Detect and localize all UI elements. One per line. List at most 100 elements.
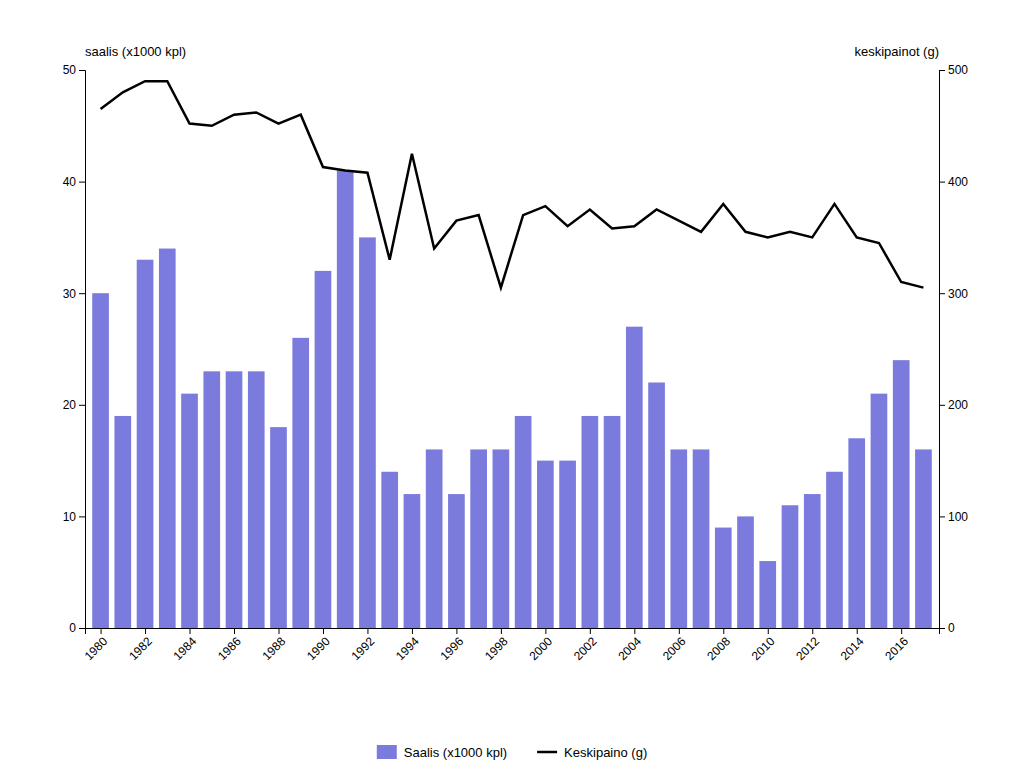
tick-label: 30 (63, 287, 77, 301)
tick-mark (590, 628, 591, 634)
tick: 400 (939, 175, 968, 189)
y-axis-title: saalis (x1000 kpl) (85, 44, 186, 59)
tick-label: 10 (63, 510, 77, 524)
tick: 0 (69, 621, 85, 635)
tick: 2016 (882, 628, 911, 663)
bar (404, 494, 421, 628)
legend-label: Keskipaino (g) (564, 745, 647, 760)
tick: 20 (63, 398, 85, 412)
tick-label: 400 (948, 175, 968, 189)
tick-label: 500 (948, 63, 968, 77)
tick-label: 1996 (437, 634, 466, 663)
bar (826, 472, 843, 628)
bar (581, 416, 598, 628)
bar (493, 449, 510, 628)
bar (693, 449, 710, 628)
tick: 1984 (171, 628, 200, 663)
bar-series (92, 170, 932, 628)
tick-mark (939, 182, 945, 183)
bar (137, 260, 154, 628)
tick-mark (79, 628, 85, 629)
tick-label: 0 (948, 621, 955, 635)
bar (159, 249, 176, 628)
tick-label: 2016 (882, 634, 911, 663)
tick-label: 200 (948, 398, 968, 412)
bar (804, 494, 821, 628)
tick-mark (545, 628, 546, 634)
tick-mark (939, 628, 945, 629)
tick-label: 2012 (793, 634, 822, 663)
tick-mark (79, 405, 85, 406)
bar (337, 170, 354, 628)
bar (670, 449, 687, 628)
tick-label: 2006 (660, 634, 689, 663)
tick-label: 1990 (304, 634, 333, 663)
tick-mark (634, 628, 635, 634)
marks (92, 81, 932, 628)
tick-label: 2014 (838, 634, 867, 663)
line (101, 81, 924, 287)
bar (203, 371, 220, 628)
legend: Saalis (x1000 kpl) Keskipaino (g) (377, 745, 647, 760)
tick: 500 (939, 63, 968, 77)
tick-mark (79, 70, 85, 71)
tick-label: 1982 (126, 634, 155, 663)
bar (359, 237, 376, 628)
tick-label: 1998 (482, 634, 511, 663)
tick: 2014 (838, 628, 867, 663)
tick: 1998 (482, 628, 511, 663)
legend-item: Saalis (x1000 kpl) (377, 745, 507, 760)
plot: 1980198219841986198819901992199419961998… (63, 44, 969, 663)
tick-mark (939, 405, 945, 406)
bar (893, 360, 910, 628)
tick: 2012 (793, 628, 822, 663)
tick: 300 (939, 287, 968, 301)
tick-label: 2000 (526, 634, 555, 663)
tick: 1986 (215, 628, 244, 663)
tick-label: 100 (948, 510, 968, 524)
bar (782, 505, 799, 628)
tick-mark (145, 628, 146, 634)
tick: 30 (63, 287, 85, 301)
x-axis-line (86, 629, 940, 635)
tick: 1994 (393, 628, 422, 663)
bar (871, 394, 888, 628)
tick: 2008 (704, 628, 733, 663)
tick: 2006 (660, 628, 689, 663)
bar (715, 528, 732, 628)
bar (181, 394, 198, 628)
tick-label: 0 (69, 621, 76, 635)
bar (537, 461, 554, 628)
tick-mark (939, 516, 945, 517)
tick-label: 1988 (260, 634, 289, 663)
legend-item: Keskipaino (g) (537, 745, 647, 760)
tick: 0 (939, 621, 955, 635)
tick: 2000 (526, 628, 555, 663)
tick-mark (323, 628, 324, 634)
bar (626, 327, 643, 628)
bar (848, 438, 865, 628)
y2-axis-line (940, 71, 946, 629)
tick-mark (412, 628, 413, 634)
tick: 1996 (437, 628, 466, 663)
bar (470, 449, 487, 628)
bar (292, 338, 309, 628)
tick-mark (723, 628, 724, 634)
tick-mark (857, 628, 858, 634)
tick: 2004 (615, 628, 644, 663)
tick-mark (79, 182, 85, 183)
bar (559, 461, 576, 628)
tick-label: 1986 (215, 634, 244, 663)
y-axis: 01020304050 (63, 63, 86, 635)
bar (92, 293, 109, 628)
bar (426, 449, 443, 628)
chart: 1980198219841986198819901992199419961998… (0, 0, 1024, 778)
tick-mark (456, 628, 457, 634)
bar (226, 371, 243, 628)
legend-swatch (537, 751, 557, 754)
tick-label: 300 (948, 287, 968, 301)
tick: 200 (939, 398, 968, 412)
bar (248, 371, 265, 628)
tick: 1988 (260, 628, 289, 663)
tick: 2002 (571, 628, 600, 663)
